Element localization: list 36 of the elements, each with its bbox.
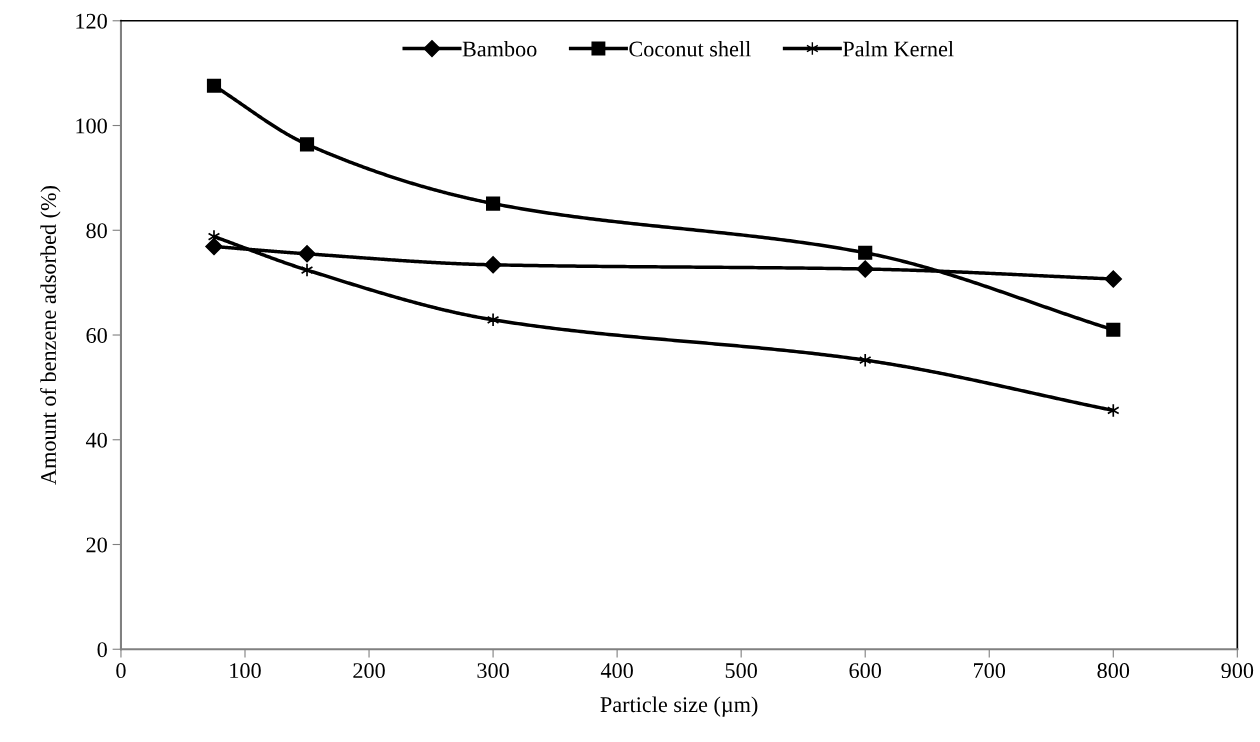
point: [486, 312, 500, 327]
point: [1104, 270, 1122, 288]
point: [206, 78, 222, 93]
y-tick-label: 40: [85, 432, 107, 448]
point: [1106, 322, 1121, 337]
point: [205, 237, 223, 256]
legend-label: Coconut shell: [629, 40, 751, 57]
y-tick-label: 20: [86, 537, 107, 553]
x-tick-label: 500: [725, 663, 757, 679]
x-tick-label: 900: [1221, 663, 1254, 679]
y-axis-title: Amount of benzene adsorbed (%): [40, 186, 61, 485]
point: [1107, 403, 1120, 418]
point: [858, 353, 872, 368]
x-tick-label: 400: [600, 663, 633, 679]
point: [858, 245, 873, 260]
x-tick-label: 800: [1097, 663, 1130, 679]
point: [298, 245, 316, 263]
y-tick-label: 80: [86, 223, 107, 239]
point: [485, 196, 501, 211]
y-tick-label: 100: [76, 118, 107, 134]
legend-label: Palm Kernel: [843, 40, 954, 57]
y-tick-label: 0: [97, 642, 107, 658]
x-tick-label: 0: [116, 663, 126, 679]
x-tick-label: 100: [230, 663, 261, 679]
x-tick-label: 300: [477, 663, 509, 679]
point: [299, 137, 315, 152]
point: [484, 256, 502, 274]
x-tick-label: 700: [974, 663, 1006, 679]
point: [300, 262, 314, 278]
x-tick-label: 600: [849, 663, 882, 679]
y-tick-label: 120: [76, 13, 107, 29]
y-tick-label: 60: [86, 327, 107, 343]
point: [856, 260, 874, 278]
x-axis-title: Particle size (µm): [600, 696, 758, 717]
x-tick-label: 200: [353, 663, 385, 679]
legend-label: Bamboo: [462, 40, 537, 57]
